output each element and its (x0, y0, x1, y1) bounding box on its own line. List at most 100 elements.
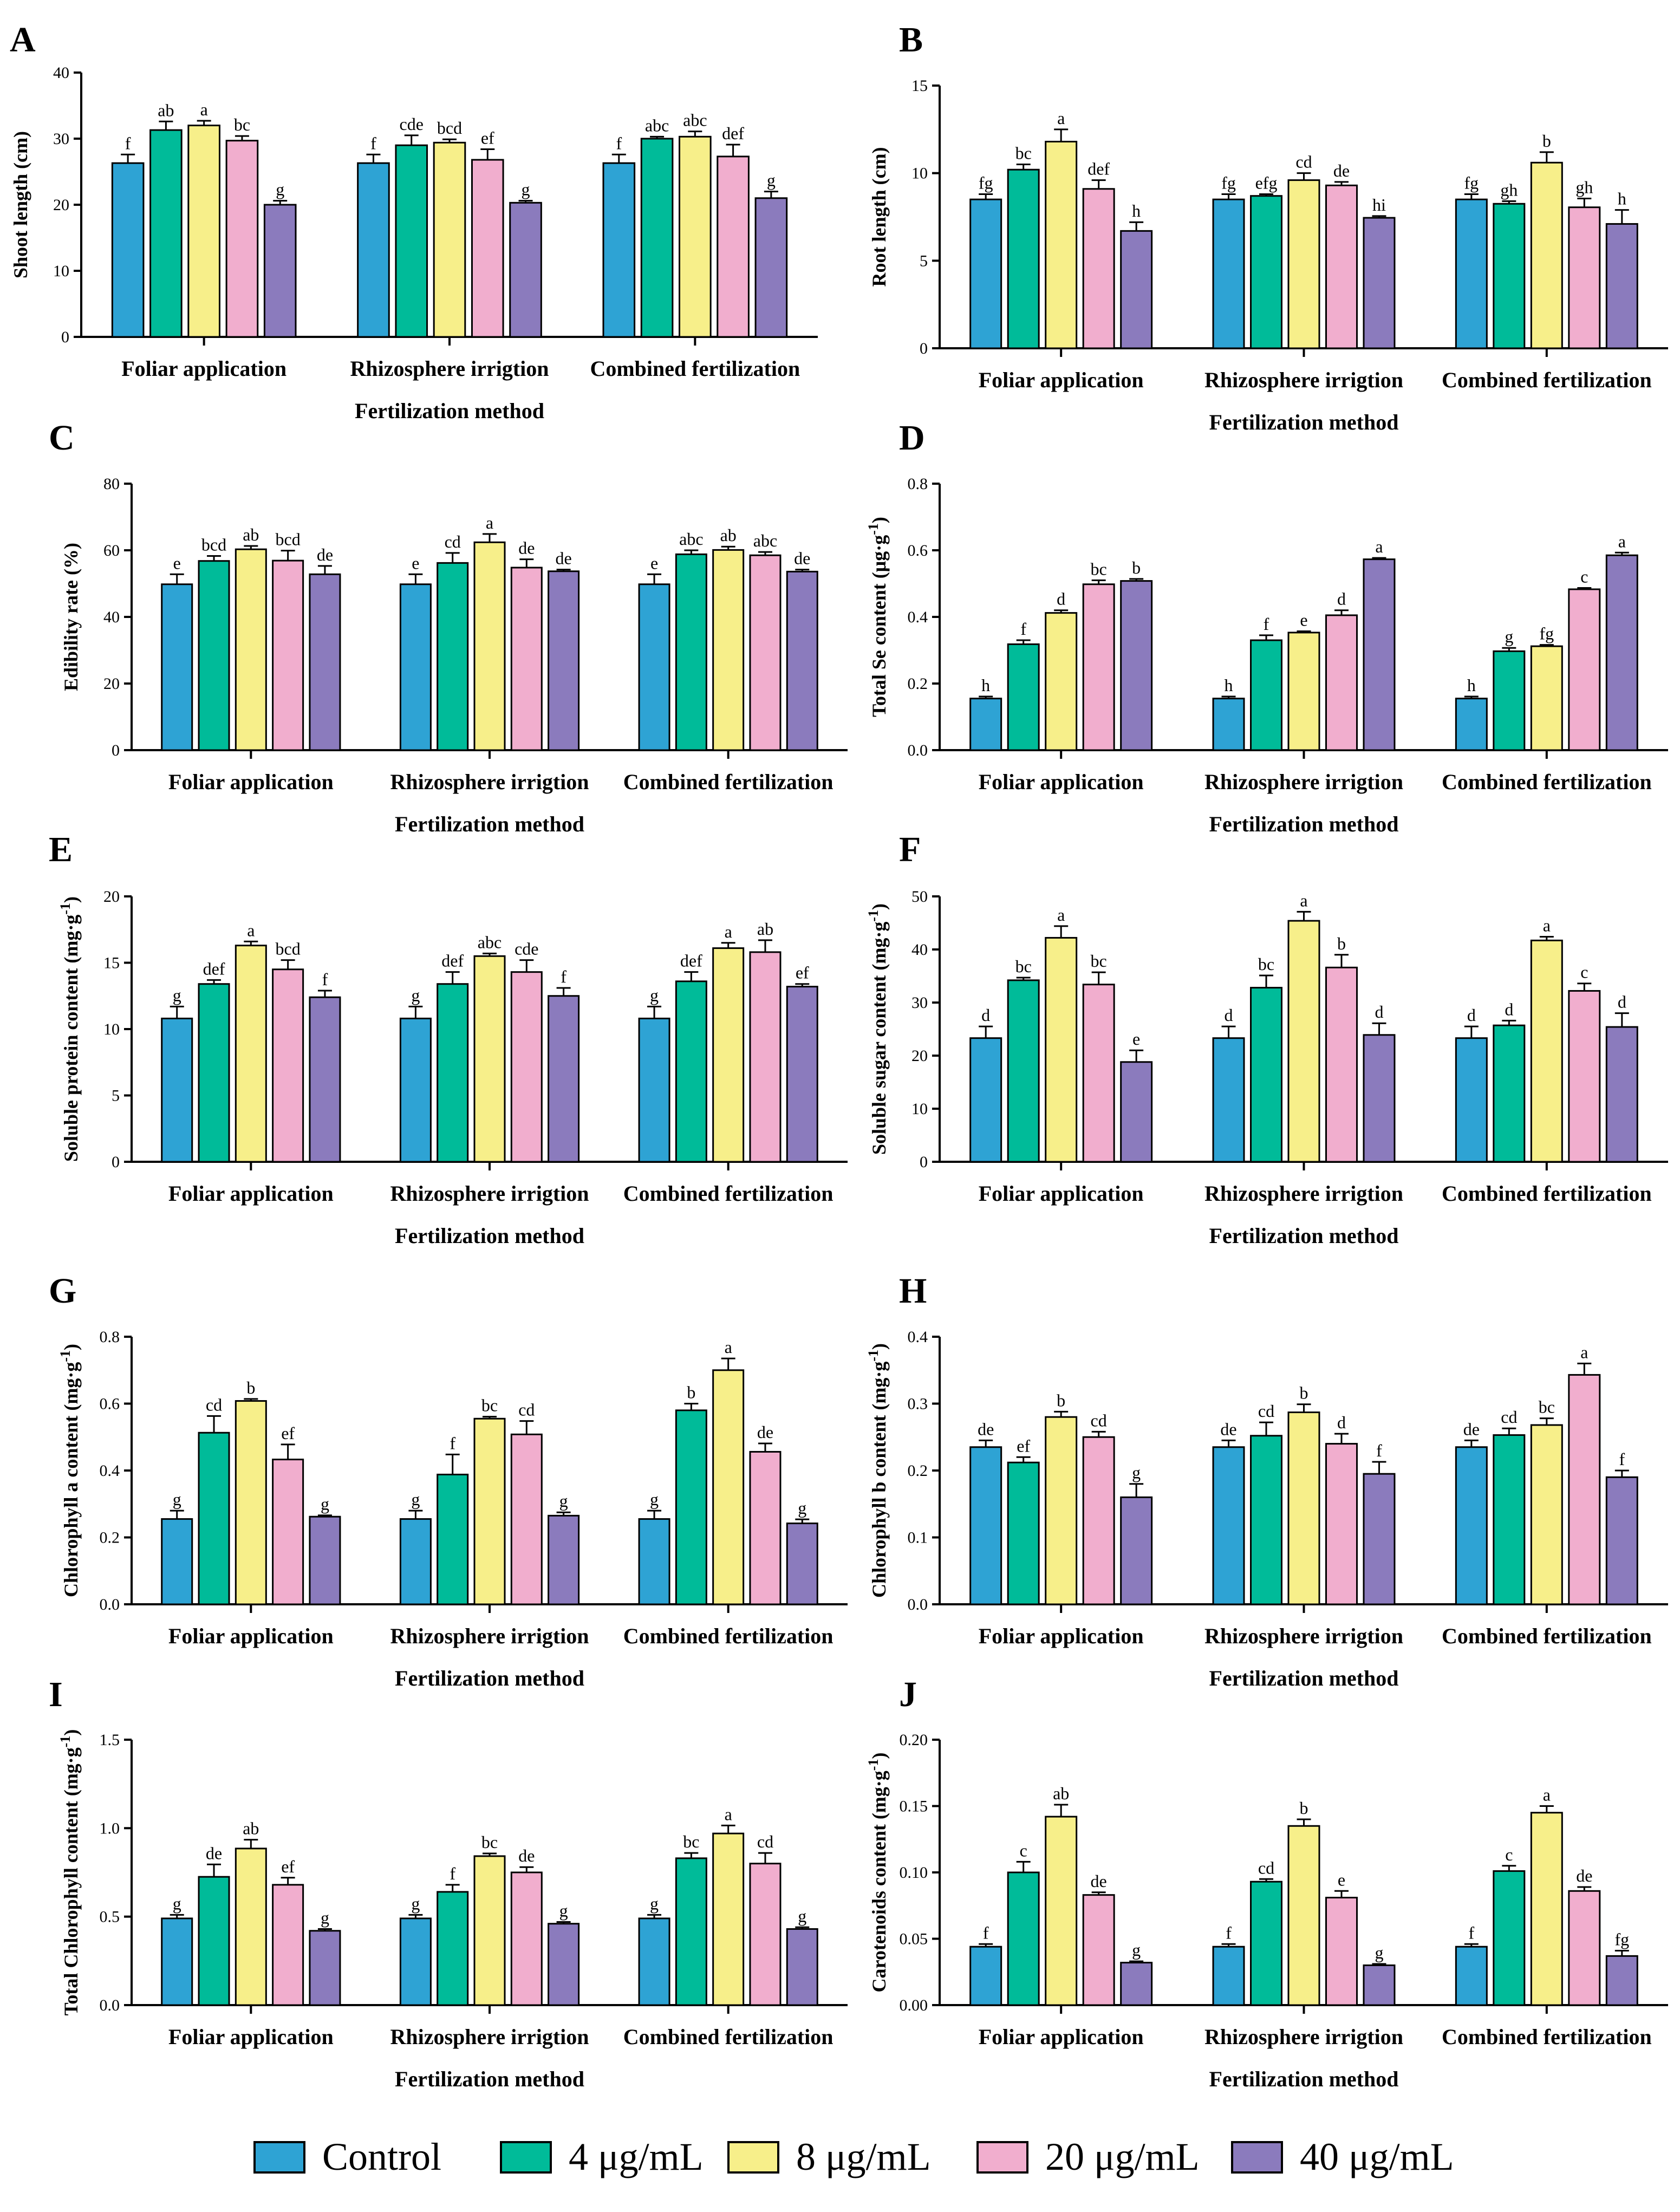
bar (395, 144, 428, 338)
significance-letter: bcd (201, 535, 226, 554)
y-tick-label: 0 (920, 1153, 928, 1171)
bar (1045, 1416, 1078, 1605)
y-tick-label: 0 (61, 328, 69, 346)
bar (1568, 206, 1601, 349)
bar (969, 1946, 1002, 2006)
bar (309, 1930, 341, 2006)
significance-letter: def (722, 123, 744, 143)
y-tick-label: 0.6 (100, 1395, 120, 1413)
bar (969, 198, 1002, 349)
significance-letter: a (725, 922, 732, 941)
category-label: Foliar application (168, 1181, 334, 1206)
bar (1007, 168, 1040, 349)
significance-letter: d (1057, 589, 1065, 609)
bar (1287, 632, 1320, 751)
significance-letter: cd (206, 1395, 222, 1414)
y-tick-label: 0.4 (908, 608, 928, 626)
bar (1455, 198, 1488, 349)
significance-letter: a (1543, 1785, 1551, 1805)
y-tick-label: 0.05 (900, 1930, 928, 1948)
bar (675, 1857, 707, 2006)
significance-letter: b (687, 1383, 695, 1402)
significance-letter: cde (515, 939, 538, 959)
significance-letter: bc (234, 115, 250, 134)
category-label: Rhizosphere irrigtion (1204, 1181, 1403, 1206)
y-axis-title-main: Shoot length (cm) (10, 131, 31, 278)
x-axis-title: Fertilization method (395, 1224, 584, 1248)
bar (198, 1876, 230, 2006)
y-tick-label: 40 (911, 941, 928, 959)
bar (712, 1369, 745, 1605)
y-axis-title-main: Root length (cm) (868, 147, 890, 287)
y-axis-title-main: Chlorophyll a content (mg·g (60, 1362, 82, 1597)
y-tick-label: 15 (103, 954, 120, 972)
significance-letter: bc (683, 1832, 699, 1851)
bar (786, 1928, 818, 2006)
category-label: Rhizosphere irrigtion (390, 1181, 589, 1206)
bar (1250, 639, 1283, 751)
significance-letter: abc (645, 115, 669, 135)
bar (473, 955, 506, 1163)
significance-letter: g (650, 1489, 659, 1509)
significance-letter: cd (518, 1400, 535, 1420)
significance-letter: d (1225, 1005, 1233, 1025)
significance-letter: a (200, 100, 208, 119)
y-tick-label: 20 (103, 675, 120, 693)
bar (161, 1017, 193, 1163)
category-label: Rhizosphere irrigtion (350, 356, 549, 381)
y-axis-title: Edibility rate (%) (60, 543, 82, 691)
significance-letter: ef (281, 1857, 295, 1876)
bar (1082, 984, 1115, 1163)
bar (187, 125, 220, 338)
significance-letter: h (1132, 201, 1141, 220)
significance-letter: c (1580, 962, 1588, 982)
bar (399, 1917, 432, 2006)
bar (1325, 1897, 1358, 2006)
legend-item: 4 μg/mL (500, 2135, 704, 2178)
bar (437, 1891, 469, 2006)
significance-letter: a (1543, 915, 1551, 935)
bar (969, 1037, 1002, 1163)
significance-letter: e (650, 553, 658, 572)
significance-letter: bc (481, 1832, 498, 1852)
significance-letter: f (1619, 1449, 1625, 1469)
y-tick-label: 5 (112, 1087, 120, 1105)
significance-letter: g (650, 985, 659, 1005)
x-axis-title: Fertilization method (1209, 1224, 1399, 1248)
significance-letter: h (1467, 675, 1476, 695)
bar (473, 1855, 506, 2006)
significance-letter: d (1375, 1002, 1383, 1022)
significance-letter: b (1057, 1390, 1065, 1410)
bar (510, 567, 543, 751)
bar (1605, 1026, 1638, 1163)
y-tick-label: 0.0 (908, 741, 928, 759)
significance-letter: fg (1221, 173, 1236, 192)
bar (235, 1847, 267, 2006)
legend-label: Control (322, 2135, 441, 2178)
significance-letter: f (450, 1433, 455, 1453)
bar (1250, 195, 1283, 349)
significance-letter: de (1220, 1419, 1236, 1439)
category-label: Combined fertilization (1442, 1181, 1652, 1206)
significance-letter: f (450, 1864, 455, 1883)
y-axis-title: Shoot length (cm) (10, 131, 31, 278)
bar (1363, 217, 1396, 349)
bar (399, 583, 432, 751)
category-label: Rhizosphere irrigtion (1204, 368, 1403, 392)
y-tick-label: 0 (112, 741, 120, 759)
significance-letter: d (1505, 999, 1513, 1019)
significance-letter: g (522, 180, 530, 199)
bar (749, 1450, 782, 1605)
significance-letter: cd (1501, 1407, 1517, 1427)
significance-letter: de (978, 1419, 994, 1439)
bar (1568, 990, 1601, 1163)
bar (1082, 583, 1115, 751)
bar (272, 559, 304, 751)
significance-letter: g (411, 1489, 420, 1509)
bar (1530, 645, 1563, 751)
y-axis-title: Carotenoids content (mg·g-1) (865, 1753, 890, 1993)
y-axis-title-tail: ) (868, 1753, 890, 1759)
significance-letter: b (1132, 558, 1141, 577)
